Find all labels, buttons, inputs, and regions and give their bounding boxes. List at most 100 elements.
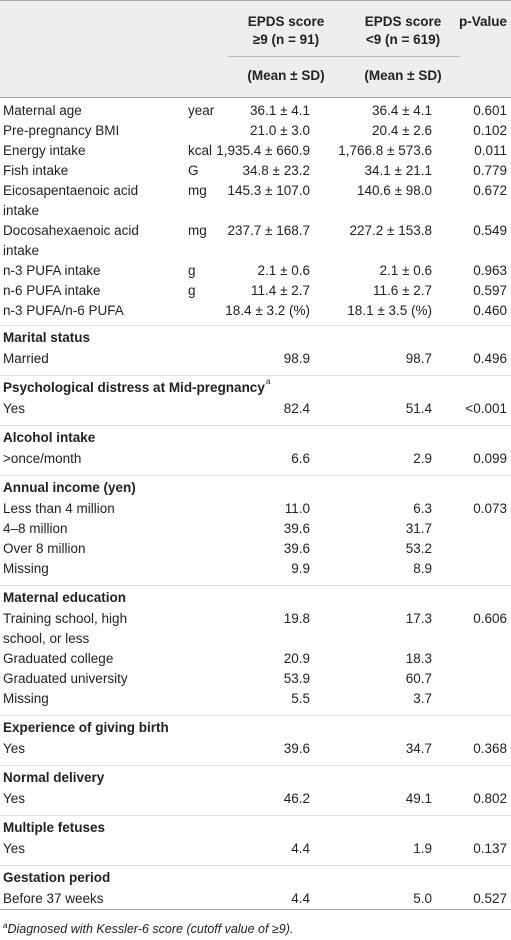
cell-p-value: 0.597 [473, 283, 507, 298]
cell-epds-high: 39.6 [283, 521, 310, 536]
col2-subheader: (Mean ± SD) [364, 68, 442, 83]
row-label: Yes [3, 841, 26, 856]
cell-p-value: 0.496 [473, 351, 507, 366]
cell-p-value: 0.779 [473, 163, 507, 178]
cell-p-value: 0.102 [473, 123, 507, 138]
cell-p-value: 0.672 [473, 183, 507, 198]
section-title: Alcohol intake [3, 430, 96, 445]
row-label: Missing [3, 691, 49, 706]
section-title: Annual income (yen) [3, 480, 136, 495]
cell-epds-low: 34.1 ± 21.1 [364, 163, 432, 178]
section-title: Gestation period [3, 870, 111, 885]
section-divider [0, 325, 511, 326]
col1-header-line1: EPDS score [247, 14, 325, 29]
row-label-cont: school, or less [3, 631, 90, 646]
row-label: Graduated college [3, 651, 114, 666]
cell-epds-high: 46.2 [283, 791, 310, 806]
cell-epds-low: 60.7 [405, 671, 432, 686]
cell-p-value: 0.549 [473, 223, 507, 238]
cell-epds-high: 98.9 [283, 351, 310, 366]
bottom-rule [0, 909, 511, 910]
cell-p-value: 0.802 [473, 791, 507, 806]
section-divider [0, 375, 511, 376]
row-unit: kcal [188, 143, 213, 158]
section-divider [0, 475, 511, 476]
cell-epds-low: 6.3 [413, 501, 432, 516]
row-label: n-3 PUFA/n-6 PUFA [3, 303, 124, 318]
row-label: Over 8 million [3, 541, 86, 556]
cell-epds-high: 19.8 [283, 611, 310, 626]
row-label: Energy intake [3, 143, 86, 158]
cell-epds-low: 53.2 [405, 541, 432, 556]
cell-epds-low: 227.2 ± 153.8 [349, 223, 432, 238]
cell-epds-low: 36.4 ± 4.1 [372, 103, 432, 118]
section-title: Marital status [3, 330, 91, 345]
row-unit: g [188, 263, 196, 278]
section-divider [0, 585, 511, 586]
cell-epds-low: 20.4 ± 2.6 [372, 123, 432, 138]
col1-subheader: (Mean ± SD) [247, 68, 325, 83]
cell-p-value: <0.001 [465, 401, 507, 416]
row-label: Before 37 weeks [3, 891, 104, 906]
section-divider [0, 815, 511, 816]
row-label: Yes [3, 401, 26, 416]
row-label-cont: intake [3, 243, 40, 258]
cell-epds-high: 39.6 [283, 541, 310, 556]
cell-p-value: 0.368 [473, 741, 507, 756]
cell-epds-low: 1,766.8 ± 573.6 [338, 143, 432, 158]
row-label: >once/month [3, 451, 82, 466]
row-unit: mg [188, 183, 207, 198]
cell-epds-high: 36.1 ± 4.1 [250, 103, 310, 118]
cell-epds-high: 82.4 [283, 401, 310, 416]
cell-epds-high: 2.1 ± 0.6 [257, 263, 310, 278]
cell-p-value: 0.963 [473, 263, 507, 278]
row-unit: G [188, 163, 199, 178]
row-label: Eicosapentaenoic acid [3, 183, 139, 198]
section-divider [0, 865, 511, 866]
cell-p-value: 0.073 [473, 501, 507, 516]
cell-epds-low: 140.6 ± 98.0 [357, 183, 432, 198]
footnote: aDiagnosed with Kessler-6 score (cutoff … [3, 920, 294, 936]
cell-epds-high: 145.3 ± 107.0 [227, 183, 310, 198]
cell-epds-high: 18.4 ± 3.2 (%) [225, 303, 310, 318]
row-unit: year [188, 103, 215, 118]
cell-epds-low: 98.7 [405, 351, 432, 366]
header-subrule [228, 56, 460, 57]
header-bottom-rule [0, 97, 511, 98]
cell-epds-high: 6.6 [291, 451, 310, 466]
cell-epds-high: 34.8 ± 23.2 [242, 163, 310, 178]
cell-epds-low: 51.4 [405, 401, 432, 416]
cell-epds-low: 2.9 [413, 451, 432, 466]
row-label-cont: intake [3, 203, 40, 218]
row-label: Yes [3, 791, 26, 806]
section-title: Multiple fetuses [3, 820, 106, 835]
cell-p-value: 0.527 [473, 891, 507, 906]
row-label: Fish intake [3, 163, 69, 178]
p-value-header: p-Value [458, 14, 507, 29]
footnote-text: Diagnosed with Kessler-6 score (cutoff v… [7, 922, 294, 936]
row-label: Docosahexaenoic acid [3, 223, 139, 238]
cell-epds-low: 17.3 [405, 611, 432, 626]
section-divider [0, 425, 511, 426]
section-divider [0, 715, 511, 716]
cell-p-value: 0.137 [473, 841, 507, 856]
cell-epds-high: 11.4 ± 2.7 [251, 283, 310, 298]
cell-epds-low: 34.7 [405, 741, 432, 756]
cell-epds-low: 5.0 [413, 891, 432, 906]
cell-epds-high: 4.4 [291, 891, 310, 906]
cell-epds-high: 53.9 [283, 671, 310, 686]
row-label: n-3 PUFA intake [3, 263, 101, 278]
row-label: Yes [3, 741, 26, 756]
cell-epds-low: 8.9 [413, 561, 432, 576]
col2-header-line2: <9 (n = 619) [365, 32, 441, 47]
col2-header-line1: EPDS score [364, 14, 442, 29]
col1-header-line2: ≥9 (n = 91) [252, 32, 320, 47]
footnote-marker: a [3, 920, 8, 930]
cell-p-value: 0.011 [474, 143, 507, 158]
row-label: Married [3, 351, 49, 366]
row-label: Pre-pregnancy BMI [3, 123, 120, 138]
cell-epds-low: 18.3 [405, 651, 432, 666]
row-unit: mg [188, 223, 207, 238]
cell-epds-low: 31.7 [405, 521, 432, 536]
cell-epds-high: 5.5 [291, 691, 310, 706]
